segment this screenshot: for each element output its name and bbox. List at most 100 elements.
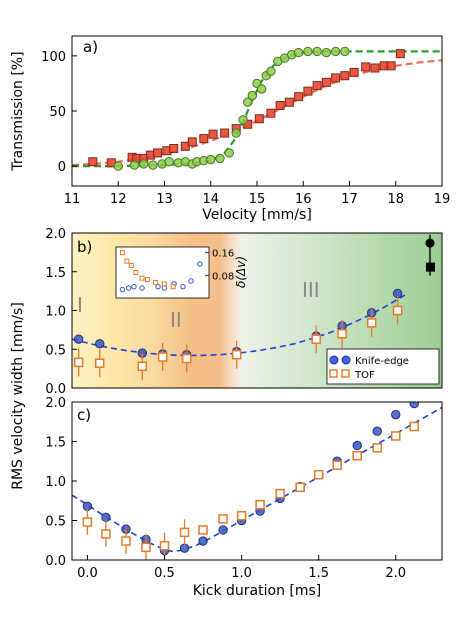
data-point-tof — [352, 450, 362, 461]
data-point-tof — [73, 357, 84, 368]
panel-c-x-tick-label: 1.5 — [308, 566, 329, 581]
data-point-circle — [321, 47, 332, 58]
panel-c-y-tick-label: 0.0 — [45, 554, 66, 569]
legend: Knife-edge TOF — [326, 348, 440, 385]
data-point-circle — [231, 128, 241, 138]
panel-a-label: a) — [83, 38, 98, 56]
data-point-tof — [198, 525, 208, 535]
data-point-knife-edge — [218, 525, 228, 535]
region-label-1: I — [77, 293, 83, 317]
data-point-square — [153, 148, 163, 158]
data-point-square — [275, 100, 285, 110]
data-point-square — [395, 49, 405, 59]
data-point-tof — [313, 469, 324, 480]
data-point-tof — [366, 318, 377, 328]
data-point-square — [386, 61, 396, 71]
inset-point-tof — [170, 284, 176, 290]
inset-point-knife-edge — [139, 285, 145, 291]
panel-a-x-tick-label: 18 — [387, 192, 404, 207]
data-point-knife-edge — [391, 409, 401, 420]
reference-markers — [425, 234, 435, 276]
data-point-tof — [332, 460, 342, 470]
region-label-3: III — [302, 278, 320, 302]
panel-a-x-tick-label: 15 — [249, 192, 266, 207]
inset-point-knife-edge — [197, 261, 203, 267]
panel-b-y-tick-label: 1.0 — [45, 305, 66, 320]
data-point-tof — [137, 361, 148, 372]
legend-tof-marker — [341, 369, 350, 378]
inset-point-tof — [124, 258, 130, 264]
data-point-tof — [181, 353, 192, 364]
inset-point-tof — [161, 281, 167, 287]
data-point-circle — [206, 154, 216, 165]
panel-a-y-tick-label: 100 — [41, 50, 66, 65]
panel-c: c) 0.00.51.01.52.00.0 0.5 1.0 1.5 2.0 Kick d… — [10, 302, 443, 599]
panel-a-y-tick-label: 0 — [58, 160, 66, 175]
data-point-circle — [138, 159, 149, 169]
panel-a-x-tick-label: 16 — [295, 192, 312, 207]
fit-curve-squares — [72, 59, 442, 167]
legend-tof-marker — [329, 369, 338, 378]
inset-point-knife-edge — [125, 285, 132, 291]
data-point-knife-edge — [352, 440, 362, 451]
panel-a-x-tick-label: 12 — [110, 192, 127, 207]
reference-point-square — [426, 262, 435, 272]
data-point-circle — [266, 66, 276, 76]
panel-a: a) 0 50 100 11 12 13 14 15 16 17 18 19 Velocity [mm… — [10, 35, 450, 223]
data-point-knife-edge — [95, 339, 105, 349]
data-point-knife-edge — [392, 288, 403, 299]
panel-c-label: c) — [77, 406, 91, 424]
data-point-square — [370, 63, 380, 73]
inset-point-knife-edge — [180, 283, 186, 290]
data-point-square — [199, 134, 209, 144]
data-point-square — [169, 144, 179, 153]
panel-b-y-tick-label: 1.5 — [45, 266, 66, 281]
data-point-tof — [311, 334, 321, 344]
data-point-square — [208, 129, 218, 139]
data-point-tof — [236, 511, 247, 521]
panel-b-y-tick-label: 2.0 — [45, 227, 66, 242]
panel-a-y-tick-label: 50 — [49, 105, 66, 120]
data-point-circle — [330, 46, 341, 57]
inset-point-tof — [152, 279, 158, 285]
inset-plot: 0.08 0.16 δ(Δv) — [115, 246, 248, 299]
region-label-2: II — [170, 308, 182, 332]
data-point-tof — [141, 542, 151, 553]
data-point-circle — [243, 97, 253, 107]
data-point-circle — [148, 160, 158, 170]
inset-point-tof — [144, 277, 150, 283]
panel-b-y-tick-label: 0.0 — [45, 382, 66, 397]
data-point-square — [331, 73, 341, 83]
panel-a-x-tick-label: 14 — [202, 192, 219, 207]
panel-a-xlabel: Velocity [mm/s] — [202, 207, 312, 223]
inset-ylabel: δ(Δv) — [234, 256, 248, 288]
data-point-square — [220, 128, 230, 138]
data-point-circle — [113, 161, 123, 171]
panel-c-y-tick-label: 2.0 — [45, 396, 66, 411]
panel-c-xlabel: Kick duration [ms] — [193, 583, 322, 599]
data-point-square — [361, 62, 371, 72]
data-point-square — [349, 67, 359, 77]
inset-point-knife-edge — [188, 278, 194, 284]
panel-c-x-tick-label: 1.0 — [231, 566, 252, 581]
data-point-circle — [129, 160, 140, 170]
data-point-tof — [409, 421, 419, 432]
data-point-tof — [392, 305, 403, 316]
inset-y-tick-label: 0.16 — [212, 249, 234, 260]
reference-point-circle — [425, 238, 435, 248]
data-point-tof — [121, 536, 131, 546]
data-point-square — [294, 92, 304, 102]
data-point-tof — [295, 482, 305, 493]
data-point-tof — [101, 529, 111, 539]
legend-knife-edge-marker — [329, 355, 339, 365]
data-point-square — [321, 77, 331, 87]
data-point-tof — [372, 443, 382, 453]
panel-a-x-tick-label: 11 — [64, 192, 81, 207]
data-point-knife-edge — [198, 536, 208, 546]
panel-a-ylabel: Transmission [%] — [10, 51, 26, 171]
data-point-knife-edge — [409, 402, 419, 409]
inset-point-tof — [139, 275, 145, 281]
data-point-square — [340, 71, 350, 81]
panel-b: b) I II III 0.08 0.16 δ(Δv) Knife-edge TO… — [45, 227, 443, 397]
